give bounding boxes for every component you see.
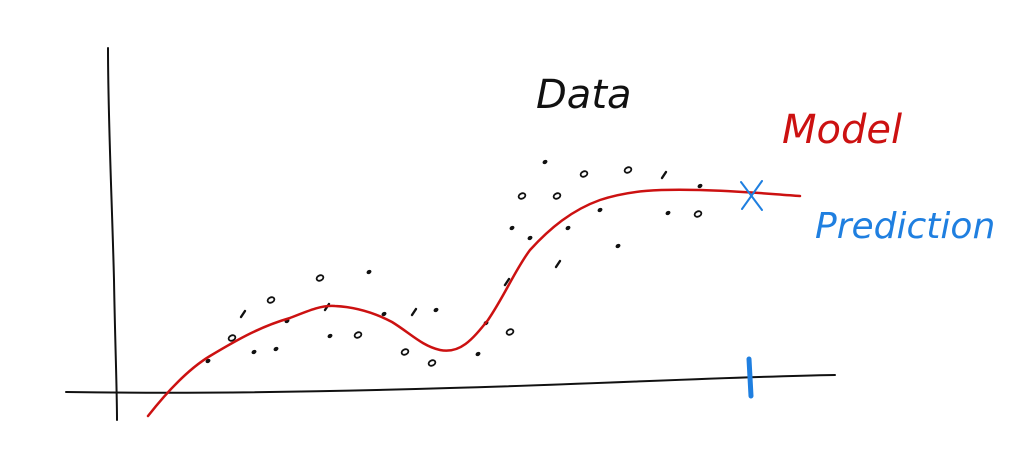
data-points bbox=[205, 159, 703, 367]
data-point bbox=[381, 311, 387, 317]
data-point bbox=[505, 328, 515, 336]
data-point bbox=[251, 349, 257, 355]
x-mark-icon bbox=[740, 180, 763, 211]
data-point bbox=[400, 348, 410, 356]
data-point bbox=[509, 225, 515, 231]
data-point bbox=[427, 359, 437, 367]
data-point bbox=[660, 170, 668, 180]
prediction-tick-icon bbox=[746, 356, 754, 399]
data-point bbox=[527, 235, 533, 241]
data-point bbox=[475, 351, 481, 357]
data-label: Data bbox=[536, 72, 632, 118]
data-point bbox=[205, 358, 211, 364]
prediction-label: Prediction bbox=[815, 206, 995, 247]
data-point bbox=[239, 309, 247, 319]
data-point bbox=[615, 243, 621, 249]
data-point bbox=[517, 192, 527, 200]
data-point bbox=[273, 346, 279, 352]
data-point bbox=[554, 259, 562, 269]
data-point bbox=[565, 225, 571, 231]
data-point bbox=[503, 277, 511, 287]
y-axis bbox=[107, 47, 118, 421]
data-point bbox=[623, 166, 633, 174]
data-point bbox=[315, 274, 325, 282]
data-point bbox=[579, 170, 589, 178]
data-point bbox=[266, 296, 276, 304]
data-point bbox=[597, 207, 603, 213]
data-point bbox=[697, 183, 703, 189]
data-point bbox=[433, 307, 439, 313]
data-point bbox=[327, 333, 333, 339]
x-axis bbox=[65, 374, 836, 394]
model-label: Model bbox=[782, 107, 902, 153]
data-point bbox=[410, 307, 418, 317]
data-point bbox=[366, 269, 372, 275]
data-point bbox=[353, 331, 363, 339]
model-curve bbox=[146, 188, 802, 418]
data-point bbox=[227, 334, 237, 342]
data-point bbox=[542, 159, 548, 165]
data-point bbox=[693, 210, 703, 218]
data-point bbox=[552, 192, 562, 200]
data-point bbox=[665, 210, 671, 216]
